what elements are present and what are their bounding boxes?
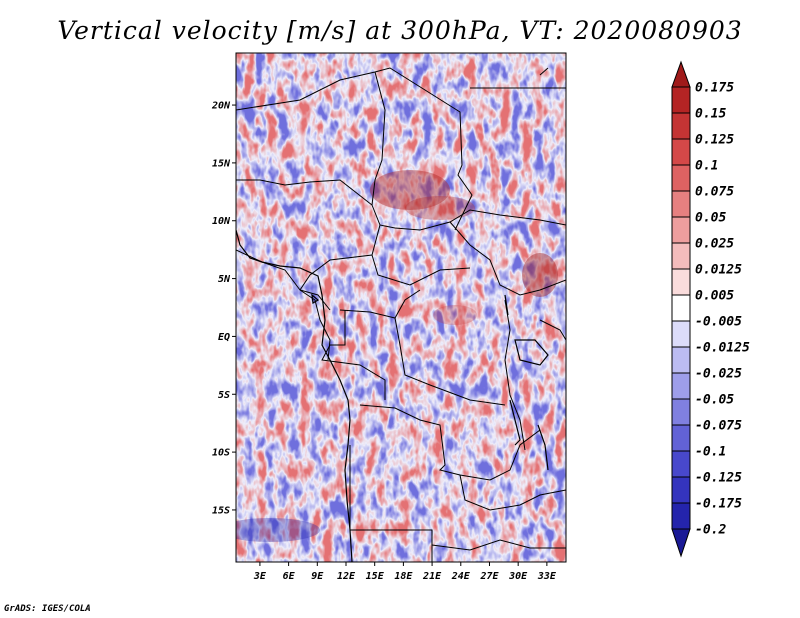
lat-tick-label: 10N (212, 216, 231, 227)
colorbar-swatch (671, 112, 691, 140)
lon-tick-label: 9E (311, 571, 324, 582)
colorbar-label: 0.005 (695, 289, 734, 304)
colorbar-swatch (671, 164, 691, 192)
colorbar-label: 0.05 (695, 211, 726, 226)
colorbar-label: -0.05 (695, 393, 734, 408)
colorbar-swatch (671, 476, 691, 504)
colorbar-label: -0.0125 (695, 341, 750, 356)
colorbar-label: -0.2 (695, 523, 726, 538)
map-title: Vertical velocity [m/s] at 300hPa, VT: 2… (57, 16, 743, 45)
colorbar-swatch (671, 138, 691, 166)
colorbar-label: 0.1 (695, 159, 718, 174)
colorbar-swatch (671, 190, 691, 218)
colorbar-label: 0.025 (695, 237, 734, 252)
colorbar-label: 0.125 (695, 133, 734, 148)
colorbar-label: -0.005 (695, 315, 742, 330)
colorbar-label: -0.025 (695, 367, 742, 382)
map-panel (235, 52, 567, 563)
lon-tick-label: 27E (479, 571, 499, 582)
colorbar-swatch (671, 320, 691, 348)
colorbar-label: -0.075 (695, 419, 742, 434)
lon-tick-label: 33E (537, 571, 557, 582)
colorbar-swatch (671, 372, 691, 400)
lat-tick-label: EQ (218, 332, 230, 343)
colorbar: 0.175 0.15 0.125 0.1 0.075 0.05 0.025 0.0125 0.0… (671, 60, 750, 558)
grads-credit: GrADS: IGES/COLA (4, 604, 91, 614)
map-frame (235, 52, 567, 563)
lat-tick-label: 15S (212, 505, 230, 516)
lon-tick-label: 18E (394, 571, 413, 582)
colorbar-swatch (671, 450, 691, 478)
colorbar-swatch (671, 502, 691, 530)
colorbar-swatch (671, 528, 691, 558)
lon-tick-label: 30E (508, 571, 528, 582)
colorbar-swatch (671, 346, 691, 374)
colorbar-swatch (671, 242, 691, 270)
lon-tick-label: 6E (283, 571, 296, 582)
lat-tick-label: 5N (218, 274, 231, 285)
colorbar-label: 0.0125 (695, 263, 742, 278)
coastline (236, 229, 549, 562)
colorbar-label: 0.075 (695, 185, 734, 200)
colorbar-swatch (671, 86, 691, 114)
colorbar-swatch (671, 60, 691, 88)
lat-tick-label: 20N (211, 101, 231, 112)
colorbar-label: 0.15 (695, 107, 726, 122)
colorbar-label: -0.1 (695, 445, 726, 460)
colorbar-swatch (671, 294, 691, 322)
colorbar-label: -0.175 (695, 497, 742, 512)
longitude-axis: 3E 6E 9E 12E 15E 18E 21E 24E 27E 30E 33E (253, 562, 557, 582)
colorbar-swatch (671, 268, 691, 296)
latitude-axis: 20N 15N 10N 5N EQ 5S 10S 15S (211, 101, 236, 516)
colorbar-swatch (671, 424, 691, 452)
lon-tick-label: 24E (451, 571, 471, 582)
colorbar-label: 0.175 (695, 81, 734, 96)
lat-tick-label: 10S (212, 448, 230, 459)
intense-updraft-areas (236, 170, 558, 542)
colorbar-swatch (671, 216, 691, 244)
colorbar-label: -0.125 (695, 471, 742, 486)
lat-tick-label: 5S (218, 390, 230, 401)
lon-tick-label: 12E (337, 571, 356, 582)
lon-tick-label: 15E (366, 571, 385, 582)
lon-tick-label: 21E (422, 571, 442, 582)
lat-tick-label: 15N (212, 158, 231, 169)
lon-tick-label: 3E (253, 571, 267, 582)
colorbar-swatch (671, 398, 691, 426)
